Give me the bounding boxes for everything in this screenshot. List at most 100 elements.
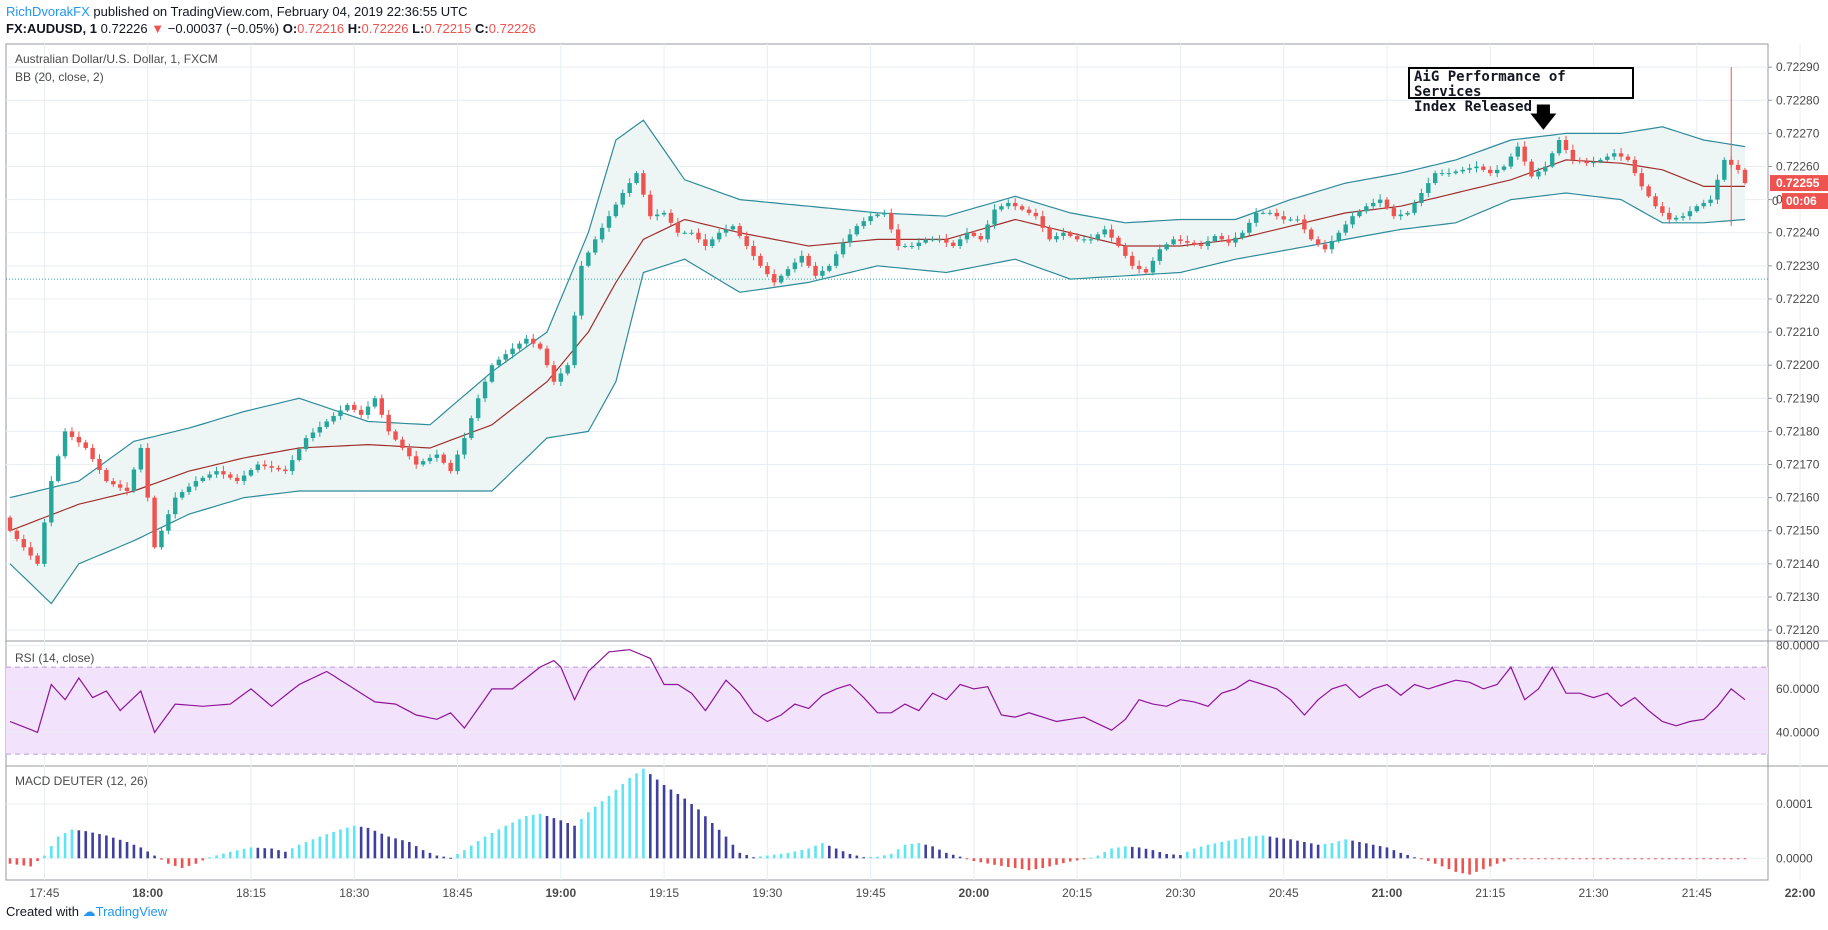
candle-up[interactable]	[1556, 140, 1562, 154]
candle-up[interactable]	[1343, 224, 1348, 233]
candle-down[interactable]	[1522, 146, 1527, 162]
candle-up[interactable]	[1508, 156, 1514, 167]
candle-up[interactable]	[166, 514, 171, 531]
candle-up[interactable]	[785, 269, 791, 276]
candle-down[interactable]	[221, 471, 226, 475]
candle-up[interactable]	[345, 404, 350, 411]
candle-up[interactable]	[565, 365, 570, 374]
candle-up[interactable]	[241, 475, 247, 482]
tradingview-link[interactable]: TradingView	[95, 904, 168, 919]
candle-up[interactable]	[324, 421, 329, 427]
candle-up[interactable]	[1412, 202, 1417, 213]
candle-up[interactable]	[1460, 169, 1465, 172]
candle-up[interactable]	[902, 245, 908, 247]
candle-down[interactable]	[69, 431, 75, 437]
candle-up[interactable]	[475, 398, 481, 419]
candle-up[interactable]	[820, 270, 825, 276]
candle-down[interactable]	[806, 255, 811, 266]
candle-up[interactable]	[303, 438, 309, 450]
candle-up[interactable]	[654, 214, 660, 217]
candle-up[interactable]	[1329, 241, 1335, 250]
bb-indicator-label[interactable]: BB (20, close, 2)	[15, 70, 104, 84]
candle-up[interactable]	[854, 226, 860, 235]
candle-up[interactable]	[1088, 239, 1094, 241]
candle-up[interactable]	[957, 239, 963, 246]
candle-up[interactable]	[1494, 169, 1500, 174]
candle-up[interactable]	[992, 209, 997, 225]
candle-up[interactable]	[179, 492, 185, 498]
candle-up[interactable]	[55, 456, 61, 482]
candle-down[interactable]	[1391, 207, 1397, 217]
candle-up[interactable]	[1377, 199, 1383, 203]
candle-up[interactable]	[1426, 183, 1431, 193]
candle-up[interactable]	[1205, 241, 1211, 246]
candle-up[interactable]	[792, 262, 798, 270]
candle-up[interactable]	[317, 426, 323, 433]
candle-down[interactable]	[414, 456, 419, 465]
candle-down[interactable]	[1563, 140, 1569, 150]
candle-up[interactable]	[496, 359, 502, 366]
candle-down[interactable]	[1026, 209, 1032, 213]
candle-up[interactable]	[1288, 219, 1293, 221]
candle-up[interactable]	[331, 415, 336, 422]
candle-down[interactable]	[28, 547, 33, 556]
candle-up[interactable]	[455, 454, 460, 472]
candle-up[interactable]	[1095, 234, 1101, 240]
candle-up[interactable]	[1233, 237, 1238, 243]
candle-down[interactable]	[393, 431, 398, 440]
candle-down[interactable]	[124, 487, 130, 491]
candle-up[interactable]	[778, 275, 784, 283]
candle-down[interactable]	[1226, 239, 1231, 243]
candle-down[interactable]	[1618, 153, 1624, 157]
candle-down[interactable]	[1068, 232, 1073, 237]
candle-down[interactable]	[386, 414, 391, 432]
candle-down[interactable]	[1033, 212, 1039, 217]
candle-down[interactable]	[352, 404, 357, 410]
candle-up[interactable]	[1054, 236, 1059, 240]
candle-up[interactable]	[482, 381, 488, 399]
candle-up[interactable]	[1467, 168, 1472, 170]
candle-up[interactable]	[847, 234, 853, 243]
candle-up[interactable]	[558, 373, 563, 382]
candle-down[interactable]	[537, 343, 543, 349]
candle-down[interactable]	[696, 232, 701, 240]
candle-up[interactable]	[434, 454, 440, 458]
rsi-pane-title[interactable]: RSI (14, close)	[15, 651, 95, 665]
candle-down[interactable]	[703, 239, 708, 246]
candle-up[interactable]	[131, 469, 137, 491]
candle-up[interactable]	[1398, 214, 1403, 217]
candle-up[interactable]	[469, 418, 474, 439]
candle-up[interactable]	[916, 242, 922, 246]
candle-up[interactable]	[599, 227, 605, 240]
candle-down[interactable]	[7, 517, 13, 531]
candle-up[interactable]	[861, 221, 866, 227]
candle-up[interactable]	[510, 348, 515, 355]
candle-up[interactable]	[1061, 232, 1066, 237]
candle-down[interactable]	[111, 481, 116, 485]
candle-up[interactable]	[923, 239, 928, 243]
candle-down[interactable]	[772, 274, 777, 283]
candle-up[interactable]	[1474, 166, 1479, 169]
candle-down[interactable]	[668, 212, 674, 223]
candle-down[interactable]	[551, 365, 557, 382]
candle-up[interactable]	[689, 232, 694, 234]
candle-up[interactable]	[1247, 222, 1252, 233]
candle-down[interactable]	[1488, 169, 1493, 174]
candle-down[interactable]	[76, 436, 82, 443]
candle-up[interactable]	[1605, 156, 1610, 160]
candle-up[interactable]	[1715, 179, 1720, 200]
candle-down[interactable]	[104, 470, 109, 482]
candle-down[interactable]	[1742, 169, 1748, 184]
candle-down[interactable]	[1646, 186, 1651, 197]
candle-down[interactable]	[1219, 236, 1224, 240]
candle-up[interactable]	[1680, 216, 1686, 218]
candle-up[interactable]	[49, 481, 54, 523]
candle-down[interactable]	[1198, 244, 1204, 246]
candle-down[interactable]	[14, 530, 20, 540]
candle-down[interactable]	[531, 338, 536, 344]
candle-up[interactable]	[985, 224, 990, 240]
candle-down[interactable]	[1185, 241, 1190, 243]
candle-up[interactable]	[1371, 202, 1376, 207]
candle-down[interactable]	[544, 348, 550, 366]
candle-down[interactable]	[1653, 196, 1658, 207]
